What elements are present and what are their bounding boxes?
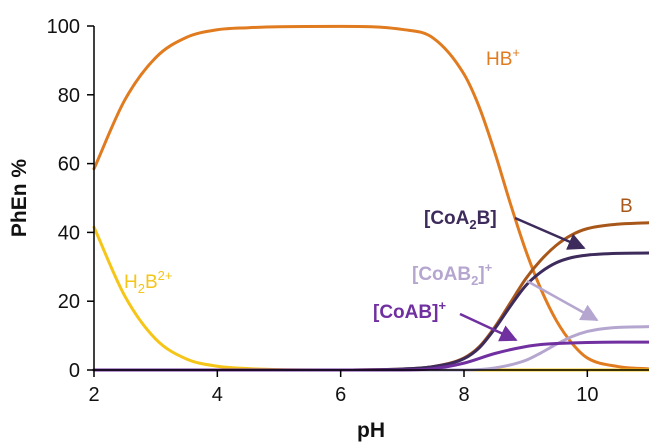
series-label-hb: HB+	[486, 45, 520, 70]
series-label-coab: [CoAB]+	[373, 298, 446, 323]
x-tick-label: 6	[335, 384, 346, 406]
label-arrows	[459, 216, 599, 342]
y-tick-label: 0	[69, 360, 80, 382]
x-tick-label: 2	[88, 384, 99, 406]
y-ticks: 0 20 40 60 80 100	[47, 16, 94, 382]
series-label-h-b: H2B2+	[124, 268, 172, 296]
axes	[93, 26, 649, 371]
y-tick-label: 60	[58, 154, 80, 176]
x-tick-label: 4	[212, 384, 223, 406]
arrow-coa2b	[514, 216, 586, 250]
y-tick-label: 80	[58, 85, 80, 107]
x-tick-label: 10	[576, 384, 598, 406]
series-label-b: B	[620, 196, 633, 217]
series-line-hb	[92, 24, 649, 371]
x-ticks: 2 4 6 8 10	[88, 370, 598, 406]
x-axis-title: pH	[357, 419, 385, 442]
y-tick-label: 40	[58, 222, 80, 244]
series-layer	[92, 24, 649, 372]
arrow-coab	[459, 312, 518, 342]
arrow-coab2	[526, 279, 599, 322]
series-labels: HB+ H2B2+ B [CoA2B] [CoAB2]+ [CoAB]+	[124, 45, 633, 323]
series-line-b	[92, 221, 649, 372]
y-tick-label: 100	[47, 16, 80, 38]
x-tick-label: 8	[458, 384, 469, 406]
series-label-coab: [CoAB2]+	[412, 260, 493, 288]
series-label-coa-b: [CoA2B]	[424, 208, 497, 232]
y-tick-label: 20	[58, 291, 80, 313]
y-axis-title: PhEn %	[8, 159, 31, 238]
series-line-h-b	[92, 225, 649, 372]
series-line-coa-b	[92, 251, 649, 372]
